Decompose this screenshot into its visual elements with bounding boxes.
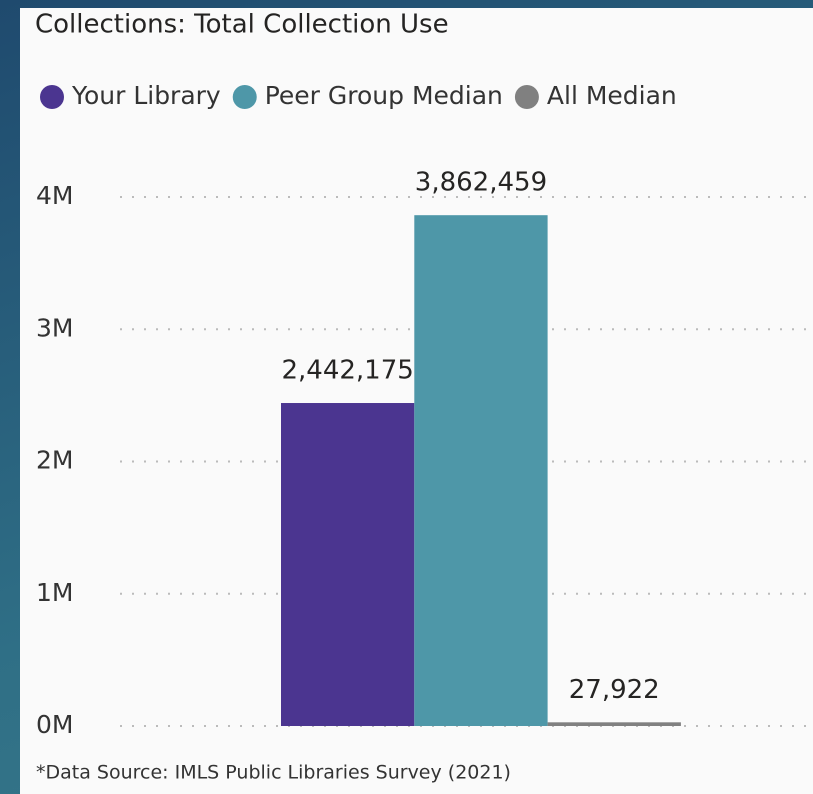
y-tick-label: 0M	[36, 710, 73, 739]
source-note: *Data Source: IMLS Public Libraries Surv…	[36, 762, 511, 784]
chart-title: Collections: Total Collection Use	[35, 10, 449, 40]
y-tick-label: 1M	[36, 578, 73, 607]
y-tick-label: 3M	[36, 313, 73, 342]
bar	[281, 403, 415, 726]
legend-marker	[514, 85, 539, 109]
legend-label: Peer Group Median	[265, 81, 503, 110]
legend-label: Your Library	[71, 81, 221, 110]
y-tick-label: 2M	[36, 446, 73, 475]
data-label: 3,862,459	[415, 168, 547, 198]
bar	[547, 722, 681, 726]
data-label: 27,922	[569, 675, 660, 705]
legend-marker	[40, 85, 64, 109]
data-label: 2,442,175	[281, 356, 413, 386]
legend-label: All Median	[547, 81, 677, 110]
y-tick-label: 4M	[36, 181, 73, 210]
bar	[414, 215, 548, 726]
legend-marker	[232, 85, 257, 109]
